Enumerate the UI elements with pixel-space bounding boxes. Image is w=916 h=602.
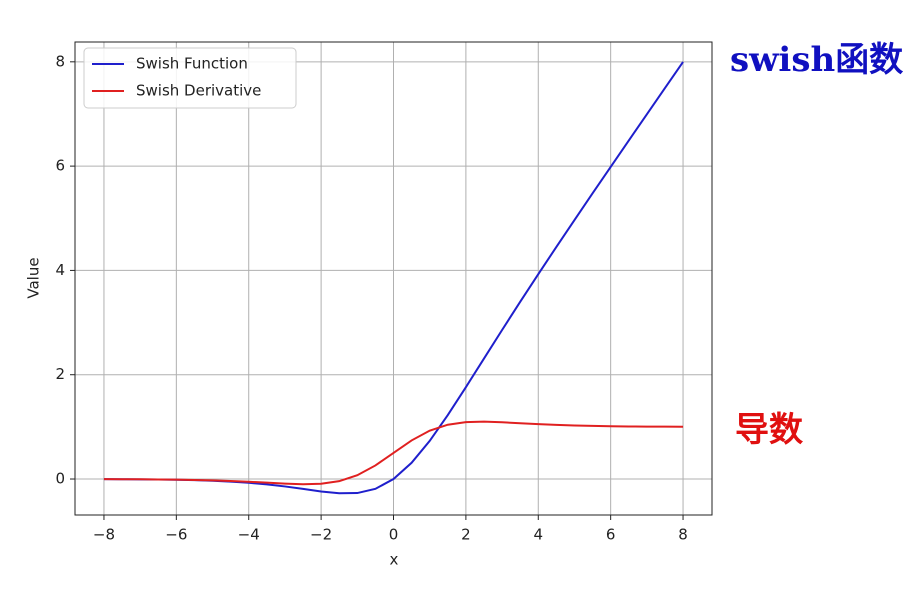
x-tick-label: 6	[606, 526, 616, 544]
y-axis-label: Value	[25, 257, 43, 298]
y-tick-label: 6	[55, 157, 65, 175]
plot-frame	[74, 41, 713, 516]
x-tick-label: 0	[389, 526, 399, 544]
y-tick-label: 2	[55, 365, 65, 383]
legend-box	[83, 47, 297, 109]
x-tick-label: −2	[310, 526, 332, 544]
y-tick-label: 0	[55, 470, 65, 488]
x-tick-label: 4	[533, 526, 543, 544]
x-tick-label: 8	[678, 526, 688, 544]
annotation: 导数	[735, 410, 803, 450]
data-line	[103, 420, 684, 486]
x-tick-label: −4	[238, 526, 260, 544]
x-tick-label: −8	[93, 526, 115, 544]
legend-label: Swish Function	[136, 55, 248, 73]
legend-label: Swish Derivative	[136, 82, 261, 100]
x-axis-label: x	[390, 551, 399, 569]
x-tick-label: 2	[461, 526, 471, 544]
annotation: swish函数	[730, 40, 903, 80]
y-tick-label: 8	[55, 52, 65, 70]
x-tick-label: −6	[165, 526, 187, 544]
y-tick-label: 4	[55, 261, 65, 279]
